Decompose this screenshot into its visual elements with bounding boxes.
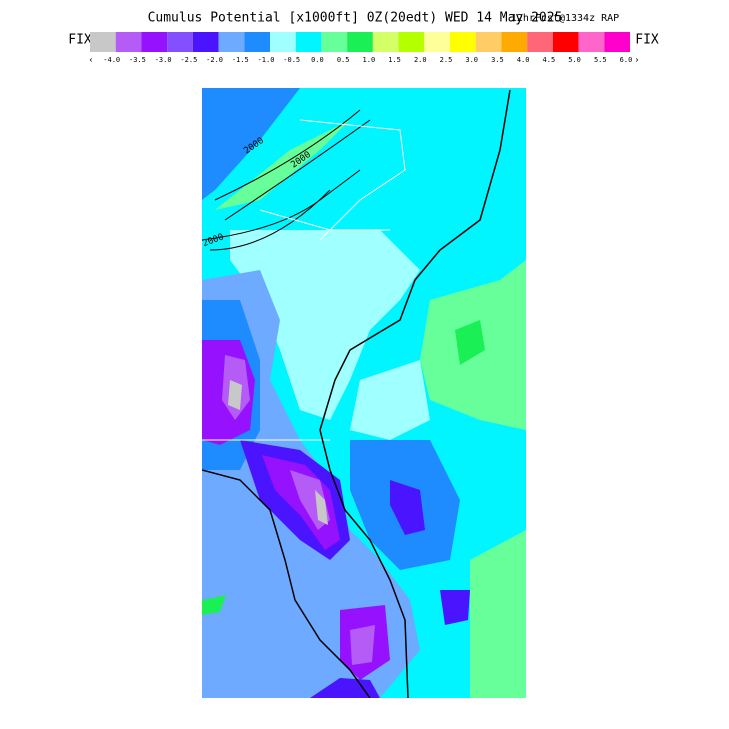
colorbar-swatch [167, 32, 193, 52]
arrow-left: ‹ [88, 56, 93, 66]
colorbar-swatch [347, 32, 373, 52]
colorbar-label: 2.5 [440, 56, 453, 64]
colorbar-swatch [501, 32, 528, 52]
title: Cumulus Potential [x1000ft] 0Z(20edt) WE… [148, 11, 563, 26]
colorbar-swatch [192, 32, 219, 52]
colorbar-swatch [244, 32, 270, 52]
colorbar-swatch [115, 32, 142, 52]
arrow-right: › [634, 56, 639, 66]
colorbar-label: -3.0 [155, 56, 172, 64]
colorbar-swatch [270, 32, 296, 52]
colorbar-swatch [475, 32, 502, 52]
fix-left: FIX [68, 33, 92, 48]
colorbar-swatch [321, 32, 348, 52]
colorbar-swatch [218, 32, 245, 52]
colorbar-swatch [141, 32, 168, 52]
colorbar-label: 1.5 [388, 56, 401, 64]
colorbar-label: -1.5 [232, 56, 249, 64]
subtitle: 12hrFcst@1334z RAP [511, 13, 619, 24]
colorbar-label: 6.0 [620, 56, 633, 64]
colorbar-swatch [578, 32, 605, 52]
colorbar-swatch [398, 32, 425, 52]
colorbar-label: -3.5 [129, 56, 146, 64]
colorbar-swatch [527, 32, 553, 52]
colorbar-label: -2.5 [180, 56, 197, 64]
colorbar-swatch [372, 32, 399, 52]
colorbar-label: 2.0 [414, 56, 427, 64]
colorbar-swatch [90, 32, 116, 52]
colorbar-label: 3.0 [465, 56, 478, 64]
colorbar-label: 1.0 [363, 56, 376, 64]
colorbar-label: 4.0 [517, 56, 530, 64]
map: 2000 2000 2000 [201, 88, 526, 698]
fix-right: FIX [635, 33, 659, 48]
colorbar-swatch [450, 32, 476, 52]
colorbar-label: -0.5 [283, 56, 300, 64]
colorbar-label: -4.0 [103, 56, 120, 64]
colorbar-swatch [424, 32, 450, 52]
colorbar-label: 4.5 [543, 56, 556, 64]
colorbar-label: -1.0 [258, 56, 275, 64]
colorbar-label: 0.5 [337, 56, 350, 64]
colorbar: -4.0 -3.5 -3.0 -2.5 -2.0 -1.5 -1.0 -0.5 0.0 0.5 1.… [90, 32, 632, 64]
colorbar-label: 5.0 [568, 56, 581, 64]
colorbar-label: 0.0 [311, 56, 324, 64]
colorbar-swatch [604, 32, 630, 52]
colorbar-label: 3.5 [491, 56, 504, 64]
colorbar-label: -2.0 [206, 56, 223, 64]
colorbar-swatch [295, 32, 322, 52]
colorbar-swatch [552, 32, 579, 52]
colorbar-label: 5.5 [594, 56, 607, 64]
